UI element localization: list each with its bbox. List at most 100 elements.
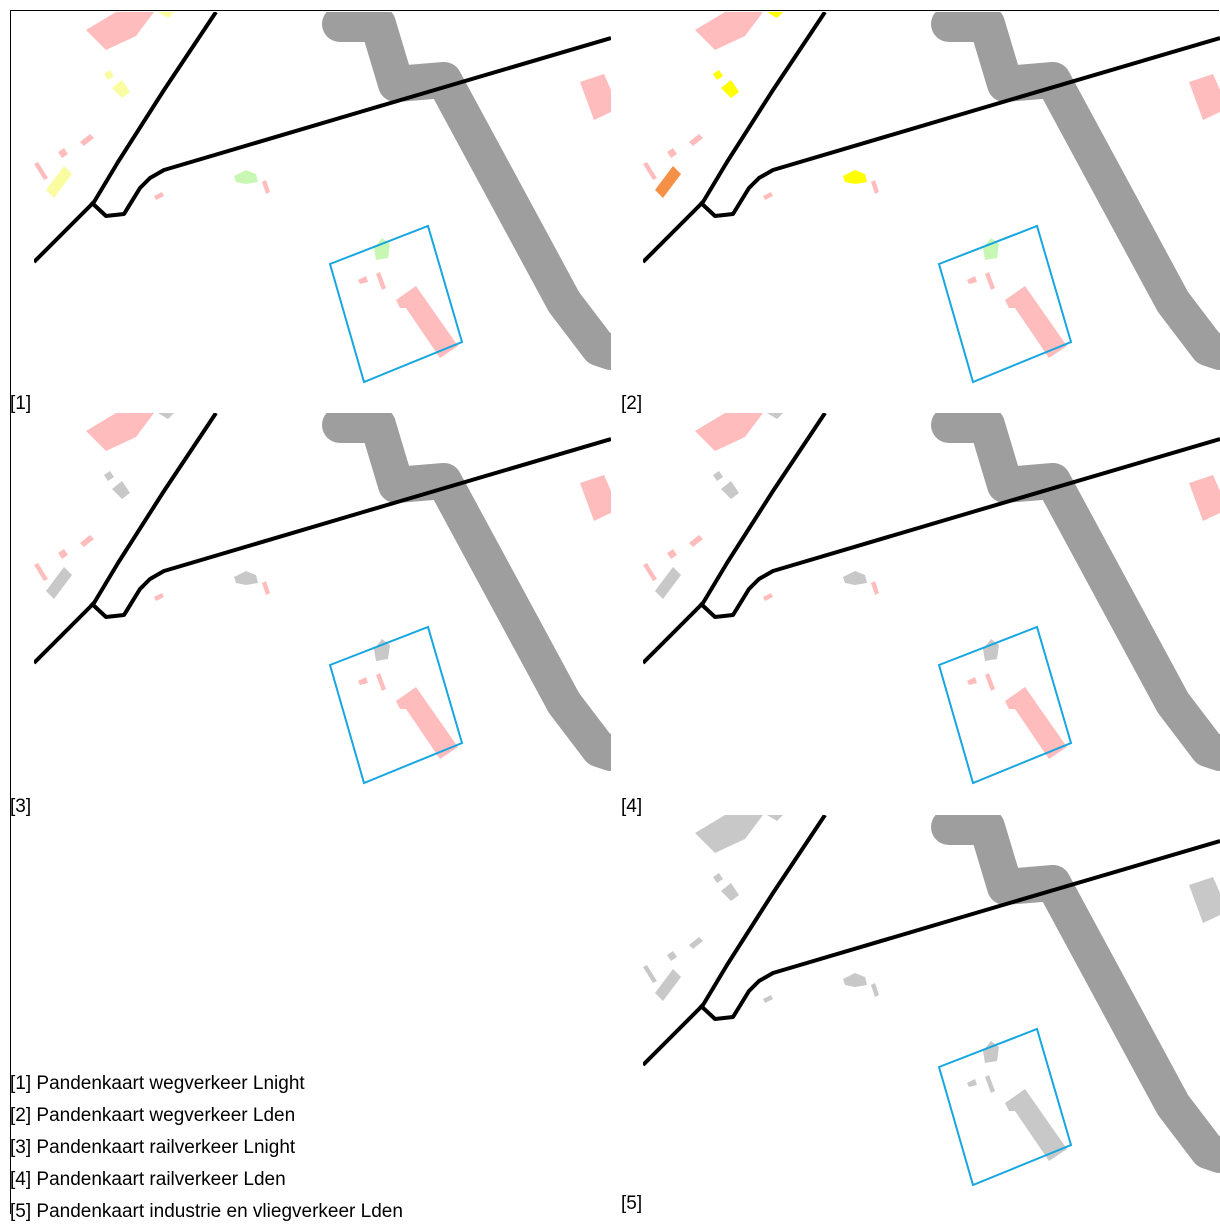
selection-outline <box>937 1027 1073 1187</box>
legend-item-4: [4] Pandenkaart railverkeer Lden <box>10 1169 286 1190</box>
building-dash-2 <box>667 549 677 559</box>
panel-tag-4: [4] <box>621 796 643 817</box>
building-dot-1 <box>763 593 773 601</box>
map-svg <box>643 413 1220 785</box>
building-dash-3 <box>689 937 703 949</box>
panel-tag-1: [1] <box>10 393 32 414</box>
map-svg <box>643 12 1220 384</box>
building-large <box>86 12 154 50</box>
road-east <box>698 437 1220 619</box>
building-dash-1 <box>643 563 657 581</box>
building-mid-annex <box>871 983 879 997</box>
building-in-selection-1 <box>374 238 390 260</box>
road-west <box>34 12 218 264</box>
building-in-selection-2 <box>967 276 977 284</box>
building-in-selection-1 <box>983 238 999 260</box>
selection-outline <box>328 224 464 384</box>
building-long <box>655 166 681 198</box>
legend: [1] Pandenkaart wegverkeer Lnight [2] Pa… <box>10 1068 570 1228</box>
building-small-1 <box>713 471 723 481</box>
selection-outline <box>937 224 1073 384</box>
building-dash-3 <box>80 535 94 547</box>
building-small-2 <box>721 883 739 901</box>
building-in-selection-3 <box>985 673 995 691</box>
building-mid <box>234 170 258 184</box>
building-in-selection-4 <box>396 286 458 358</box>
building-top-right <box>158 12 174 18</box>
road-east <box>89 36 611 218</box>
panel-tag-5: [5] <box>621 1193 643 1214</box>
map-svg <box>34 12 611 384</box>
building-dot-1 <box>154 192 164 200</box>
building-dash-2 <box>667 951 677 961</box>
building-small-2 <box>721 481 739 499</box>
legend-item-5: [5] Pandenkaart industrie en vliegverkee… <box>10 1201 403 1222</box>
legend-item-1: [1] Pandenkaart wegverkeer Lnight <box>10 1073 305 1094</box>
building-top-right <box>767 12 783 18</box>
building-small-2 <box>112 80 130 98</box>
road-west <box>643 413 827 665</box>
building-mid <box>843 170 867 184</box>
building-long <box>655 567 681 599</box>
selection-outline <box>937 625 1073 785</box>
building-in-selection-3 <box>376 673 386 691</box>
building-in-selection-1 <box>983 639 999 661</box>
building-in-selection-4 <box>1005 687 1067 759</box>
building-top-right <box>767 815 783 821</box>
road-east <box>89 437 611 619</box>
map-panel-rail-lden[interactable] <box>643 413 1220 793</box>
selection-outline <box>328 625 464 785</box>
building-dot-1 <box>763 995 773 1003</box>
building-right-edge <box>1189 475 1220 521</box>
building-in-selection-3 <box>985 272 995 290</box>
building-dash-2 <box>667 148 677 158</box>
building-mid-annex <box>262 180 270 194</box>
building-mid <box>234 571 258 585</box>
building-mid <box>843 973 867 987</box>
building-long <box>655 969 681 1001</box>
building-top-right <box>767 413 783 419</box>
building-dash-1 <box>34 563 48 581</box>
building-right-edge <box>1189 877 1220 923</box>
major-road <box>931 413 1220 771</box>
major-road <box>931 815 1220 1173</box>
building-in-selection-3 <box>985 1075 995 1093</box>
legend-item-2: [2] Pandenkaart wegverkeer Lden <box>10 1105 296 1126</box>
building-small-2 <box>112 481 130 499</box>
major-road <box>322 413 611 771</box>
building-long <box>46 166 72 198</box>
map-svg <box>643 815 1220 1187</box>
building-in-selection-2 <box>358 276 368 284</box>
map-svg <box>34 413 611 785</box>
building-long <box>46 567 72 599</box>
building-in-selection-2 <box>967 1079 977 1087</box>
building-small-1 <box>104 471 114 481</box>
map-panel-road-lden[interactable] <box>643 12 1220 392</box>
building-small-1 <box>713 873 723 883</box>
building-right-edge <box>580 74 611 120</box>
building-in-selection-4 <box>396 687 458 759</box>
building-right-edge <box>1189 74 1220 120</box>
map-panel-industry-lden[interactable] <box>643 815 1220 1195</box>
building-in-selection-3 <box>376 272 386 290</box>
building-large <box>86 413 154 451</box>
figure-frame <box>10 10 1219 1214</box>
major-road <box>931 12 1220 370</box>
road-east <box>698 839 1220 1021</box>
building-in-selection-1 <box>983 1041 999 1063</box>
road-west <box>643 815 827 1067</box>
map-panel-rail-lnight[interactable] <box>34 413 611 793</box>
map-panel-road-lnight[interactable] <box>34 12 611 392</box>
panel-tag-2: [2] <box>621 393 643 414</box>
road-west <box>34 413 218 665</box>
building-dash-3 <box>689 134 703 146</box>
building-dash-3 <box>689 535 703 547</box>
legend-item-3: [3] Pandenkaart railverkeer Lnight <box>10 1137 296 1158</box>
road-west <box>643 12 827 264</box>
building-dash-3 <box>80 134 94 146</box>
building-mid-annex <box>871 581 879 595</box>
building-dot-1 <box>154 593 164 601</box>
building-in-selection-4 <box>1005 1089 1067 1161</box>
building-in-selection-4 <box>1005 286 1067 358</box>
building-large <box>695 413 763 451</box>
